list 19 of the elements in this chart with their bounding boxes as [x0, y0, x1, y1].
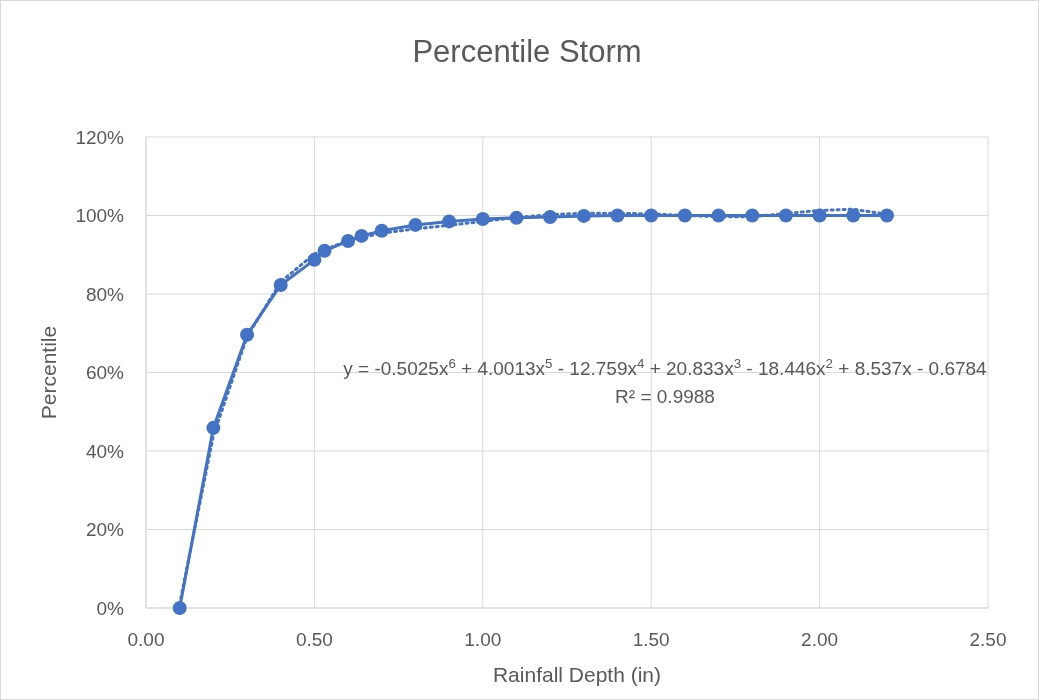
x-tick-label: 2.00: [801, 629, 839, 650]
annotation: R² = 0.9988: [615, 386, 715, 407]
x-tick-label: 1.00: [464, 629, 502, 650]
y-tick-label: 120%: [75, 126, 125, 148]
x-tick-label: 0.00: [127, 629, 165, 650]
y-tick-label: 80%: [85, 283, 125, 305]
point: [172, 601, 187, 615]
y-tick-label: 40%: [85, 440, 125, 462]
x-tick-label: 2.50: [969, 629, 1007, 650]
y-tick-label: 0%: [96, 597, 125, 619]
x-tick-label: 1.50: [632, 629, 670, 650]
x-axis-title: Rainfall Depth (in): [492, 663, 662, 686]
text: y = -0.5025x$^{6}$ + 4.0013x$^{5}$ - 12.759x$^{4}$ + 20.833x$^{3}$ - 18.446x$^{2}$ + 8.537x - 0.6784: [343, 355, 987, 379]
y-tick-label: 100%: [75, 205, 125, 227]
y-tick-label: 20%: [85, 519, 125, 541]
x-tick-label: 0.50: [295, 629, 333, 650]
y-axis-title: Percentile: [37, 325, 60, 420]
y-tick-label: 60%: [85, 362, 125, 384]
chart-title: Percentile Storm: [412, 34, 642, 69]
